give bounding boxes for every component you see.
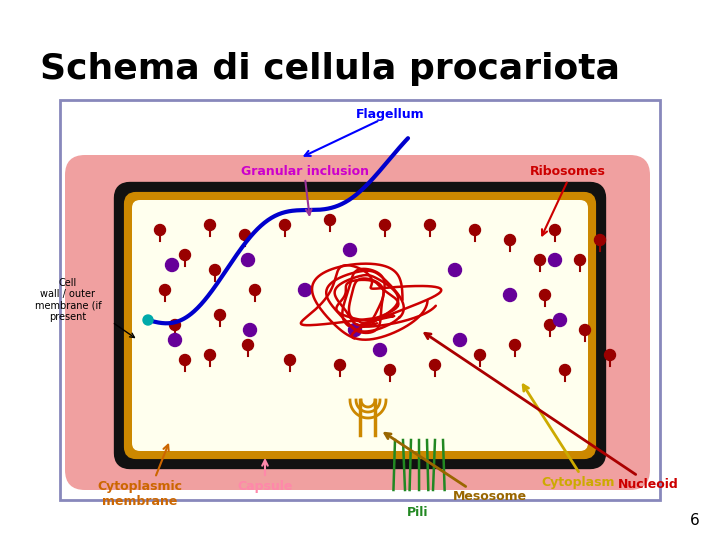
Circle shape <box>430 360 441 370</box>
Text: Cytoplasm: Cytoplasm <box>541 476 615 489</box>
Circle shape <box>160 285 171 295</box>
Circle shape <box>250 285 261 295</box>
Circle shape <box>503 288 516 301</box>
Circle shape <box>243 340 253 350</box>
Circle shape <box>549 253 562 267</box>
Circle shape <box>243 323 256 336</box>
Circle shape <box>240 230 251 240</box>
Circle shape <box>348 323 361 336</box>
Circle shape <box>454 334 467 347</box>
Circle shape <box>510 340 521 350</box>
Circle shape <box>325 214 336 226</box>
Circle shape <box>549 225 560 235</box>
Text: Capsule: Capsule <box>238 480 293 493</box>
Circle shape <box>343 244 356 256</box>
Circle shape <box>169 320 181 330</box>
Circle shape <box>539 289 551 300</box>
Circle shape <box>575 254 585 266</box>
Circle shape <box>505 234 516 246</box>
Text: 6: 6 <box>690 513 700 528</box>
Circle shape <box>374 343 387 356</box>
FancyBboxPatch shape <box>126 194 594 457</box>
Circle shape <box>474 349 485 361</box>
Circle shape <box>179 354 191 366</box>
Circle shape <box>166 259 179 272</box>
Circle shape <box>155 225 166 235</box>
Circle shape <box>559 364 570 375</box>
FancyBboxPatch shape <box>65 155 650 490</box>
Circle shape <box>168 334 181 347</box>
Circle shape <box>534 254 546 266</box>
Circle shape <box>605 349 616 361</box>
Circle shape <box>580 325 590 335</box>
Text: Pili: Pili <box>408 506 428 519</box>
Circle shape <box>335 360 346 370</box>
Circle shape <box>469 225 480 235</box>
Text: Flagellum: Flagellum <box>356 108 424 121</box>
Circle shape <box>241 253 254 267</box>
FancyBboxPatch shape <box>60 100 660 500</box>
Circle shape <box>384 364 395 375</box>
Text: Mesosome: Mesosome <box>453 490 527 503</box>
Circle shape <box>279 219 290 231</box>
Circle shape <box>284 354 295 366</box>
Text: Cytoplasmic
membrane: Cytoplasmic membrane <box>97 480 182 508</box>
Circle shape <box>143 315 153 325</box>
FancyBboxPatch shape <box>132 200 588 451</box>
Text: Ribosomes: Ribosomes <box>530 165 606 178</box>
FancyBboxPatch shape <box>118 186 602 465</box>
Circle shape <box>210 265 220 275</box>
Text: Nucleoid: Nucleoid <box>618 478 678 491</box>
Circle shape <box>299 284 312 296</box>
Text: Cell
wall / outer
membrane (if
present: Cell wall / outer membrane (if present <box>35 278 102 322</box>
Circle shape <box>179 249 191 260</box>
Text: Schema di cellula procariota: Schema di cellula procariota <box>40 52 620 86</box>
Text: Granular inclusion: Granular inclusion <box>241 165 369 178</box>
Circle shape <box>425 219 436 231</box>
Circle shape <box>204 219 215 231</box>
Circle shape <box>204 349 215 361</box>
Circle shape <box>449 264 462 276</box>
Circle shape <box>595 234 606 246</box>
Circle shape <box>379 219 390 231</box>
Circle shape <box>554 314 567 327</box>
Circle shape <box>215 309 225 321</box>
Circle shape <box>544 320 556 330</box>
